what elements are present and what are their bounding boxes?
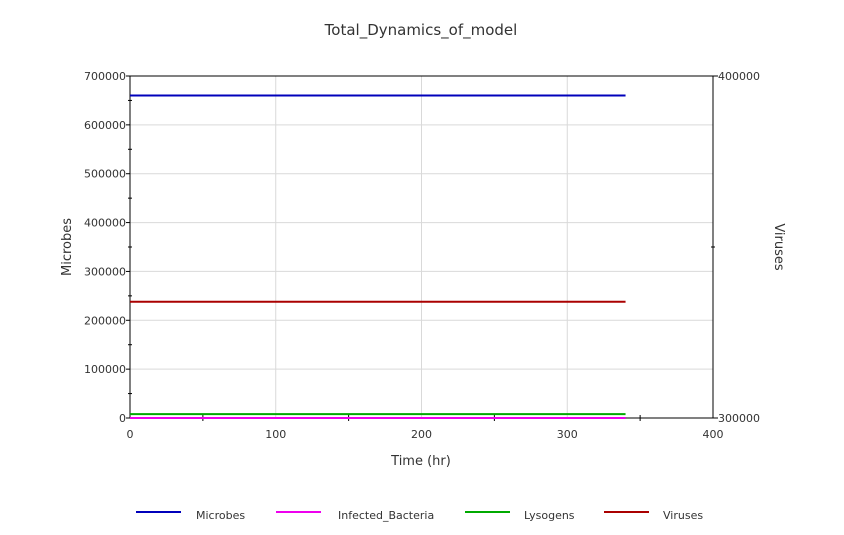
legend: Microbes Infected_Bacteria Lysogens Viruses [136,509,703,522]
y-tick-label: 200000 [84,314,126,327]
legend-label: Viruses [663,509,703,522]
axis-ticks: 0 100 200 300 400 0 100000 200000 300000 400000 50… [84,70,760,441]
series-lines [130,94,626,419]
x-tick-label: 100 [265,428,286,441]
legend-label: Lysogens [524,509,575,522]
y2-axis-label: Viruses [771,223,786,271]
y-tick-label: 600000 [84,119,126,132]
legend-label: Infected_Bacteria [338,509,434,522]
grid [130,76,713,418]
x-axis-label: Time (hr) [390,454,451,469]
y-tick-label: 500000 [84,168,126,181]
y-axis-label: Microbes [60,218,75,276]
x-tick-label: 0 [127,428,134,441]
y-tick-label: 100000 [84,363,126,376]
y-tick-label: 0 [119,412,126,425]
y2-tick-label: 300000 [718,412,760,425]
legend-label: Microbes [196,509,245,522]
chart-title: Total_Dynamics_of_model [324,21,518,40]
x-tick-label: 200 [411,428,432,441]
y-tick-label: 400000 [84,217,126,230]
x-tick-label: 300 [557,428,578,441]
y-tick-label: 300000 [84,265,126,278]
y-tick-label: 700000 [84,70,126,83]
y2-tick-label: 400000 [718,70,760,83]
x-tick-label: 400 [703,428,724,441]
